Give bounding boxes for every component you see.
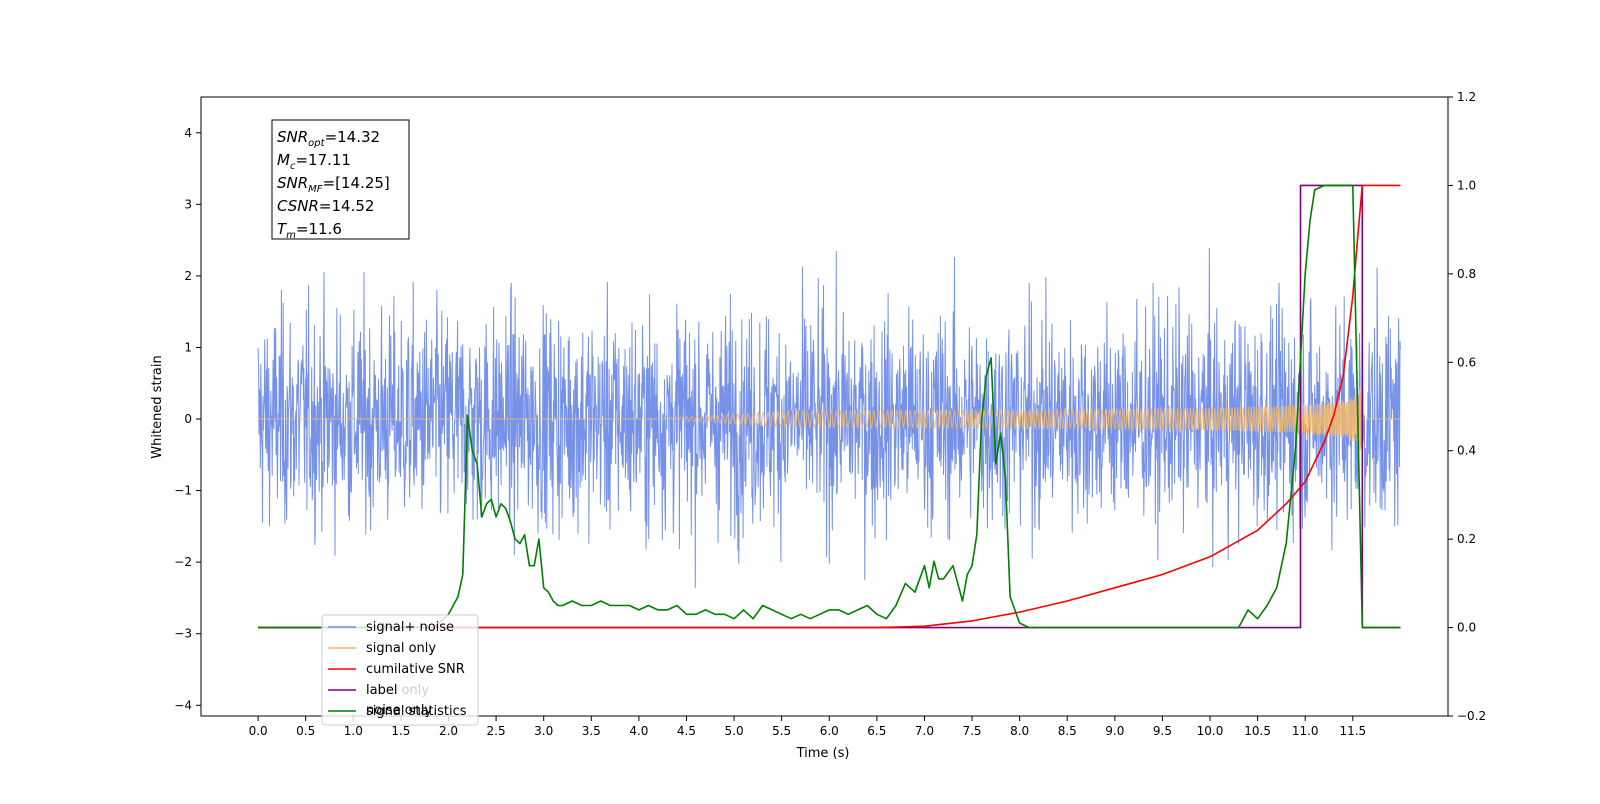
x-tick-label: 1.0 [344, 724, 363, 738]
x-tick-label: 6.5 [867, 724, 886, 738]
x-tick-label: 5.5 [772, 724, 791, 738]
annotation-box-frame [271, 119, 410, 240]
y-tick-label: −4 [174, 698, 192, 712]
x-tick-label: 5.0 [725, 724, 744, 738]
x-tick-label: 9.5 [1153, 724, 1172, 738]
y2-tick-label: 0.8 [1457, 267, 1476, 281]
legend-frame [321, 614, 479, 726]
axes: 0.0 0.5 1.0 1.5 2.0 2.5 3.0 3.5 4.0 4.5 5.0 5.5 6.0 6… [174, 90, 1486, 738]
x-tick-label: 3.0 [534, 724, 553, 738]
y2-tick-label: 1.0 [1457, 178, 1476, 192]
annotation-line: CSNR=14.52 [277, 197, 374, 215]
x-tick-label: 8.0 [1010, 724, 1029, 738]
x-tick-label: 7.0 [915, 724, 934, 738]
y-axis-label: Whitened strain [150, 355, 165, 458]
y-tick-label: −2 [174, 555, 192, 569]
plot-area [257, 184, 1401, 629]
legend-label: signal statistics [366, 704, 467, 719]
x-tick-label: 4.5 [677, 724, 696, 738]
y-tick-label: −1 [174, 484, 192, 498]
x-tick-label: 9.0 [1105, 724, 1124, 738]
x-tick-label: 4.0 [629, 724, 648, 738]
series-cumulative-snr-line [258, 184, 1401, 629]
x-axis-label: Time (s) [796, 746, 850, 761]
x-tick-label: 0.0 [249, 724, 268, 738]
y-tick-label: 0 [184, 412, 192, 426]
series-signal-statistics-line [258, 184, 1401, 629]
y2-tick-label: 0.2 [1457, 532, 1476, 546]
x-tick-label: 8.5 [1058, 724, 1077, 738]
x-tick-label: 11.0 [1292, 724, 1319, 738]
x-tick-label: 0.5 [296, 724, 315, 738]
x-tick-label: 2.5 [487, 724, 506, 738]
x-tick-label: 2.0 [439, 724, 458, 738]
y2-tick-label: −0.2 [1457, 709, 1486, 723]
y-tick-label: −3 [174, 627, 192, 641]
y2-tick-label: 0.0 [1457, 621, 1476, 635]
series-signal-noise-line [257, 247, 1401, 588]
x-tick-label: 3.5 [582, 724, 601, 738]
legend-label: signal+ noise [366, 620, 454, 635]
legend-label: signal only [366, 641, 436, 656]
y-tick-label: 2 [184, 269, 192, 283]
x-tick-label: 7.5 [962, 724, 981, 738]
y2-tick-label: 0.4 [1457, 444, 1476, 458]
x-tick-label: 11.5 [1339, 724, 1366, 738]
annotation-line: Mc=17.11 [277, 151, 351, 172]
y-tick-label: 4 [184, 126, 192, 140]
x-tick-label: 6.0 [820, 724, 839, 738]
legend-label: label [366, 683, 397, 698]
y-tick-label: 3 [184, 197, 192, 211]
occluded-legend-text: noise only [366, 703, 433, 718]
y2-tick-label: 0.6 [1457, 355, 1476, 369]
y-tick-label: 1 [184, 340, 192, 354]
plot-frame [200, 96, 1449, 717]
y2-tick-label: 1.2 [1457, 90, 1476, 104]
annotation-line: Tm=11.6 [277, 220, 342, 241]
x-tick-label: 10.5 [1244, 724, 1271, 738]
x-tick-label: 10.0 [1197, 724, 1224, 738]
series-signal-only-line [258, 368, 1401, 451]
annotation-line: SNRMF=[14.25] [277, 174, 390, 195]
x-tick-label: 1.5 [391, 724, 410, 738]
legend-label: cumilative SNR [366, 662, 465, 677]
annotation-line: SNRopt=14.32 [277, 128, 380, 149]
